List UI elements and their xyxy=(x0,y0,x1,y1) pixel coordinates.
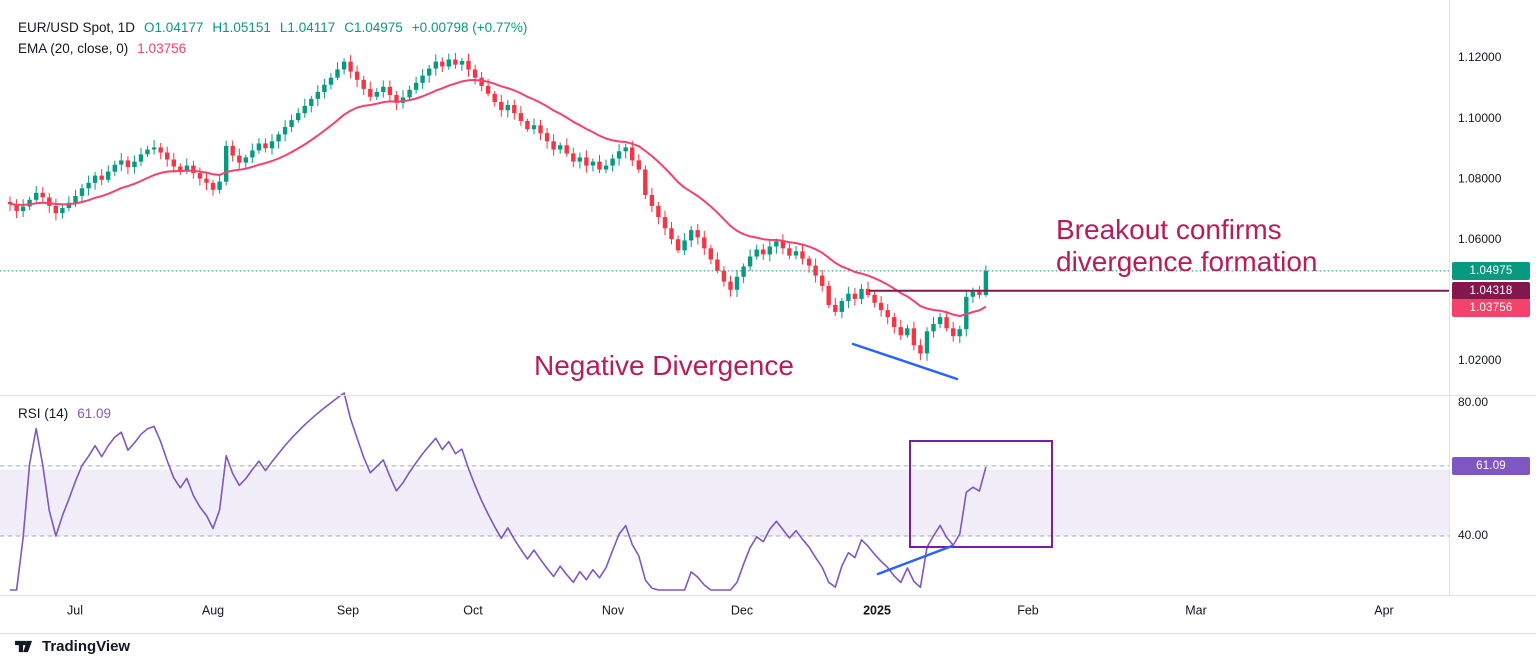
symbol-title[interactable]: EUR/USD Spot, 1D xyxy=(18,20,136,35)
tradingview-logo-icon xyxy=(15,640,33,653)
ohlc-change: +0.00798 (+0.77%) xyxy=(411,20,528,35)
ema-legend-label[interactable]: EMA (20, close, 0) xyxy=(18,41,129,56)
svg-text:2025: 2025 xyxy=(863,603,891,617)
rsi-legend: RSI (14) 61.09 xyxy=(18,406,111,421)
price-axis[interactable]: 1.12000 1.10000 1.08000 1.06000 1.02000 80.00… xyxy=(1458,50,1502,542)
ema-legend-value: 1.03756 xyxy=(137,41,187,56)
svg-text:80.00: 80.00 xyxy=(1458,395,1488,409)
hline-price-badge: 1.04318 xyxy=(1452,282,1530,300)
rsi-divergence-trendline[interactable] xyxy=(876,544,954,576)
negative-divergence-annotation[interactable]: Negative Divergence xyxy=(534,350,794,381)
rsi-highlight-box[interactable] xyxy=(909,440,1053,548)
svg-text:1.08000: 1.08000 xyxy=(1458,171,1502,185)
ema-price-badge: 1.03756 xyxy=(1452,299,1530,317)
price-divergence-trendline[interactable] xyxy=(851,342,959,381)
rsi-legend-label[interactable]: RSI (14) xyxy=(18,406,69,421)
svg-text:1.06000: 1.06000 xyxy=(1458,232,1502,246)
svg-text:40.00: 40.00 xyxy=(1458,528,1488,542)
brand-text: TradingView xyxy=(42,638,131,655)
symbol-legend: EUR/USD Spot, 1D O1.04177 H1.05151 L1.04… xyxy=(18,20,527,35)
svg-text:Mar: Mar xyxy=(1185,603,1207,617)
ema-line[interactable] xyxy=(9,79,987,317)
ohlc-close: C1.04975 xyxy=(344,20,403,35)
svg-text:Nov: Nov xyxy=(602,603,625,617)
svg-text:Sep: Sep xyxy=(337,603,359,617)
svg-text:Oct: Oct xyxy=(463,603,483,617)
rsi-line[interactable] xyxy=(10,392,987,591)
svg-text:Feb: Feb xyxy=(1017,603,1039,617)
svg-text:1.02000: 1.02000 xyxy=(1458,353,1502,367)
ohlc-low: L1.04117 xyxy=(279,20,336,35)
svg-text:1.12000: 1.12000 xyxy=(1458,50,1502,64)
svg-text:Jul: Jul xyxy=(67,603,83,617)
svg-text:Apr: Apr xyxy=(1374,603,1393,617)
ohlc-open: O1.04177 xyxy=(144,20,204,35)
time-axis[interactable]: Jul Aug Sep Oct Nov Dec 2025 Feb Mar Apr xyxy=(67,603,1394,617)
breakout-annotation[interactable]: Breakout confirms divergence formation xyxy=(1056,214,1318,278)
ohlc-high: H1.05151 xyxy=(212,20,271,35)
svg-text:Dec: Dec xyxy=(731,603,753,617)
tradingview-branding[interactable]: TradingView xyxy=(14,638,130,655)
svg-text:Aug: Aug xyxy=(202,603,224,617)
rsi-band xyxy=(0,469,1449,536)
rsi-legend-value: 61.09 xyxy=(77,406,112,421)
candlestick-series xyxy=(7,52,989,361)
last-price-badge: 1.04975 xyxy=(1452,262,1530,280)
svg-text:1.10000: 1.10000 xyxy=(1458,111,1502,125)
rsi-value-badge: 61.09 xyxy=(1452,457,1530,475)
ema-legend: EMA (20, close, 0) 1.03756 xyxy=(18,41,186,56)
